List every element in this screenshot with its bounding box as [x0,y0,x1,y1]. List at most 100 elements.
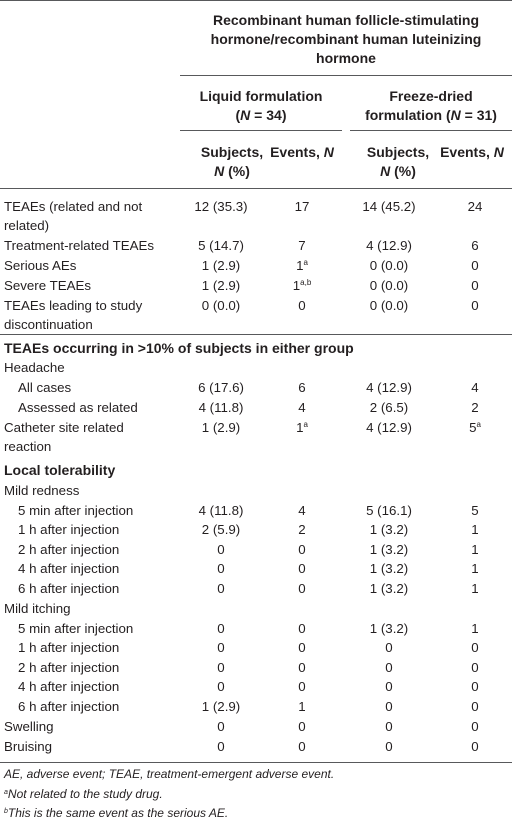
cell-freeze-subjects: 1 (3.2) [370,540,408,559]
cell-liquid-subjects: 0 (0.0) [202,296,240,315]
cell-liquid-events-value: 7 [298,238,306,253]
cell-liquid-subjects: 5 (14.7) [198,236,244,255]
cell-liquid-subjects: 0 [217,638,224,657]
cell-freeze-events: 1 [471,579,478,598]
cell-freeze-events-value: 2 [471,400,479,415]
cell-liquid-subjects: 0 [217,619,224,638]
cell-freeze-events: 0 [471,256,478,275]
cell-liquid-subjects-value: 1 (2.9) [201,278,241,293]
cell-freeze-events: 2 [471,398,478,417]
cell-liquid-subjects: 12 (35.3) [194,197,247,216]
cell-liquid-subjects-value: 0 [217,621,225,636]
cell-freeze-events: 1 [471,619,478,638]
cell-freeze-events: 0 [471,677,478,696]
cell-freeze-subjects: 5 (16.1) [366,501,412,520]
cell-liquid-subjects: 1 (2.9) [202,418,240,437]
cell-liquid-events-value: 0 [298,640,306,655]
cell-freeze-events-footnote-marker: a [476,420,481,429]
cell-freeze-subjects: 0 (0.0) [370,276,408,295]
cell-liquid-events-value: 4 [298,503,306,518]
cell-liquid-subjects-value: 1 (2.9) [201,699,241,714]
cell-freeze-subjects: 4 (12.9) [366,378,412,397]
row-label: All cases [18,380,72,395]
cell-liquid-events-value: 0 [298,660,306,675]
liquid-events-header: Events, N [262,143,342,162]
cell-freeze-subjects: 0 [385,737,392,756]
cell-liquid-events: 0 [298,638,305,657]
cell-freeze-subjects-value: 0 (0.0) [369,298,409,313]
row-label: 1 h after injection [18,640,120,655]
cell-freeze-events-value: 0 [471,719,479,734]
cell-freeze-events: 24 [468,197,483,216]
cell-liquid-events: 1a [296,256,308,275]
cell-freeze-subjects: 0 (0.0) [370,296,408,315]
cell-liquid-subjects-value: 4 (11.8) [198,503,244,518]
top-rule [0,0,512,1]
cell-liquid-subjects-value: 0 [217,581,225,596]
cell-liquid-events: 0 [298,677,305,696]
cell-liquid-events: 0 [298,658,305,677]
cell-liquid-events-footnote-marker: a,b [300,278,312,287]
footnote-b-text: This is the same event as the serious AE… [7,806,229,820]
group-label: Mild redness [4,483,80,498]
events-header: Events, N [270,144,334,160]
cell-liquid-subjects-value: 0 [217,679,225,694]
cell-liquid-events-value: 17 [294,199,310,214]
cell-freeze-subjects-value: 14 (45.2) [362,199,416,214]
cell-freeze-events: 0 [471,296,478,315]
cell-liquid-subjects: 1 (2.9) [202,256,240,275]
cell-freeze-subjects-value: 5 (16.1) [366,503,412,518]
cell-freeze-subjects-value: 0 (0.0) [369,258,409,273]
cell-liquid-subjects-value: 6 (17.6) [198,380,244,395]
cell-liquid-events-value: 0 [298,621,306,636]
cell-liquid-events-value: 0 [298,542,306,557]
cell-liquid-subjects-value: 0 [217,660,225,675]
section-heading: Local tolerability [4,462,116,478]
row-label: 2 h after injection [18,542,120,557]
freeze-subjects-header: Subjects, N (%) [348,143,448,181]
cell-freeze-subjects-value: 1 (3.2) [369,561,409,576]
footnote-b: bThis is the same event as the serious A… [4,805,228,822]
cell-liquid-subjects: 0 [217,559,224,578]
cell-liquid-subjects-value: 0 [217,739,225,754]
cell-freeze-subjects-value: 2 (6.5) [369,400,409,415]
row-label: 5 min after injection [18,503,134,518]
header-bottom-rule [0,188,512,189]
cell-freeze-events-value: 5 [469,420,477,435]
cell-liquid-subjects-value: 1 (2.9) [201,420,241,435]
cell-liquid-subjects-value: 12 (35.3) [194,199,248,214]
row-label: 4 h after injection [18,561,120,576]
cell-liquid-subjects: 4 (11.8) [199,501,244,520]
cell-freeze-events-value: 0 [471,699,479,714]
cell-freeze-subjects-value: 4 (12.9) [366,238,412,253]
section-heading: TEAEs occurring in >10% of subjects in e… [4,340,354,356]
cell-liquid-events: 0 [298,579,305,598]
cell-freeze-subjects-value: 4 (12.9) [366,420,412,435]
cell-liquid-events: 6 [298,378,305,397]
cell-freeze-events-value: 0 [471,258,479,273]
liquid-formulation-header: Liquid formulation (N = 34) [180,87,342,125]
cell-freeze-subjects: 0 (0.0) [370,256,408,275]
group-header-line: hormone/recombinant human luteinizing [210,31,482,47]
cell-liquid-events-value: 0 [298,561,306,576]
footnote-a-text: Not related to the study drug. [7,787,163,801]
freeze-dried-header: Freeze-dried formulation (N = 31) [350,87,512,125]
cell-liquid-events: 4 [298,398,305,417]
group-header: Recombinant human follicle-stimulating h… [180,11,512,68]
cell-liquid-events-value: 1 [296,258,304,273]
cell-liquid-events: 0 [298,619,305,638]
cell-liquid-subjects-value: 2 (5.9) [201,522,241,537]
cell-freeze-events-value: 4 [471,380,479,395]
cell-freeze-subjects-value: 1 (3.2) [369,542,409,557]
cell-freeze-subjects-value: 1 (3.2) [369,621,409,636]
row-label: 6 h after injection [18,699,120,714]
cell-liquid-events-footnote-marker: a [303,420,308,429]
cell-freeze-events: 0 [471,737,478,756]
cell-liquid-events: 0 [298,296,305,315]
group-header-line: Recombinant human follicle-stimulating [212,12,480,28]
cell-liquid-events-value: 0 [298,298,306,313]
cell-liquid-subjects: 0 [217,579,224,598]
cell-freeze-subjects-value: 0 (0.0) [369,278,409,293]
footnote-abbreviations: AE, adverse event; TEAE, treatment-emerg… [4,767,335,781]
cell-freeze-events: 1 [471,520,478,539]
